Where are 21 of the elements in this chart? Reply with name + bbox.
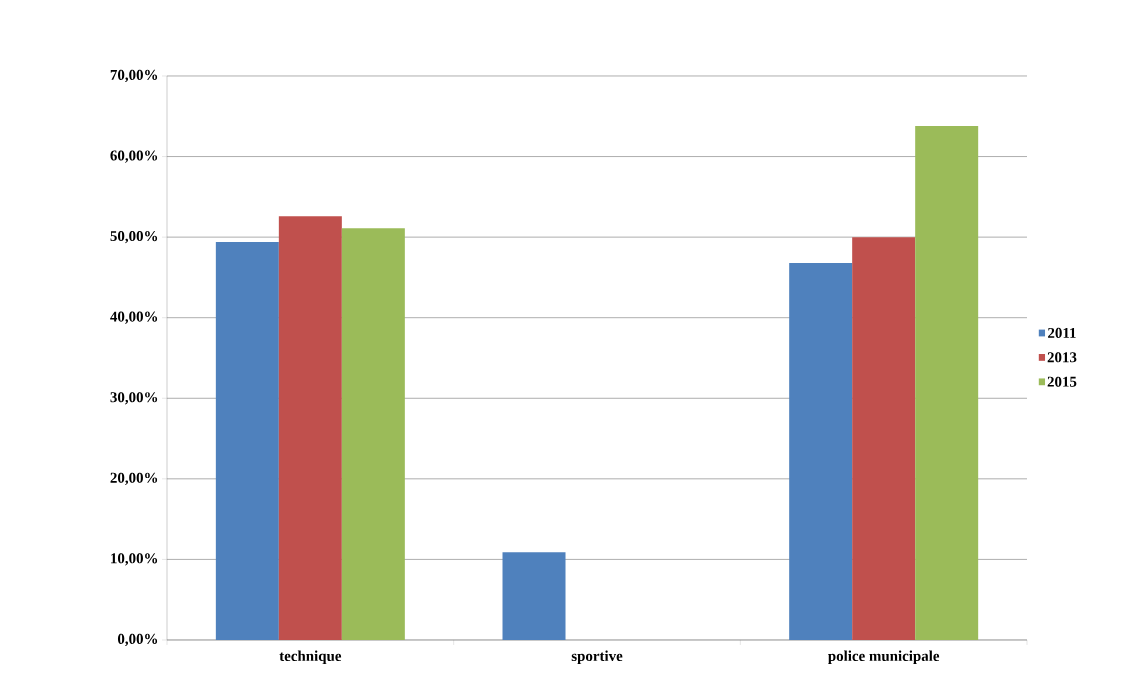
- y-tick-label: 10,00%: [111, 553, 158, 566]
- y-tick-label: 40,00%: [110, 311, 158, 324]
- bar: [915, 125, 979, 640]
- x-tick-label: technique: [279, 650, 342, 665]
- bar: [502, 552, 566, 640]
- bar: [789, 262, 853, 640]
- y-tick-label: 20,00%: [110, 472, 158, 485]
- y-tick-label: 30,00%: [110, 392, 158, 405]
- y-tick-label: 0,00%: [117, 633, 158, 647]
- y-tick-label: 50,00%: [110, 231, 158, 244]
- bar: [852, 237, 916, 640]
- bar: [278, 216, 342, 640]
- legend-label: 2013: [1047, 352, 1077, 363]
- x-tick-label: sportive: [571, 650, 623, 665]
- bar: [215, 241, 279, 640]
- legend-label: 2015: [1047, 376, 1077, 387]
- y-tick-label: 60,00%: [110, 150, 158, 163]
- legend-label: 2011: [1048, 327, 1076, 338]
- x-tick-label: police municipale: [828, 650, 940, 665]
- y-tick-label: 70,00%: [110, 69, 158, 83]
- bar: [341, 228, 405, 640]
